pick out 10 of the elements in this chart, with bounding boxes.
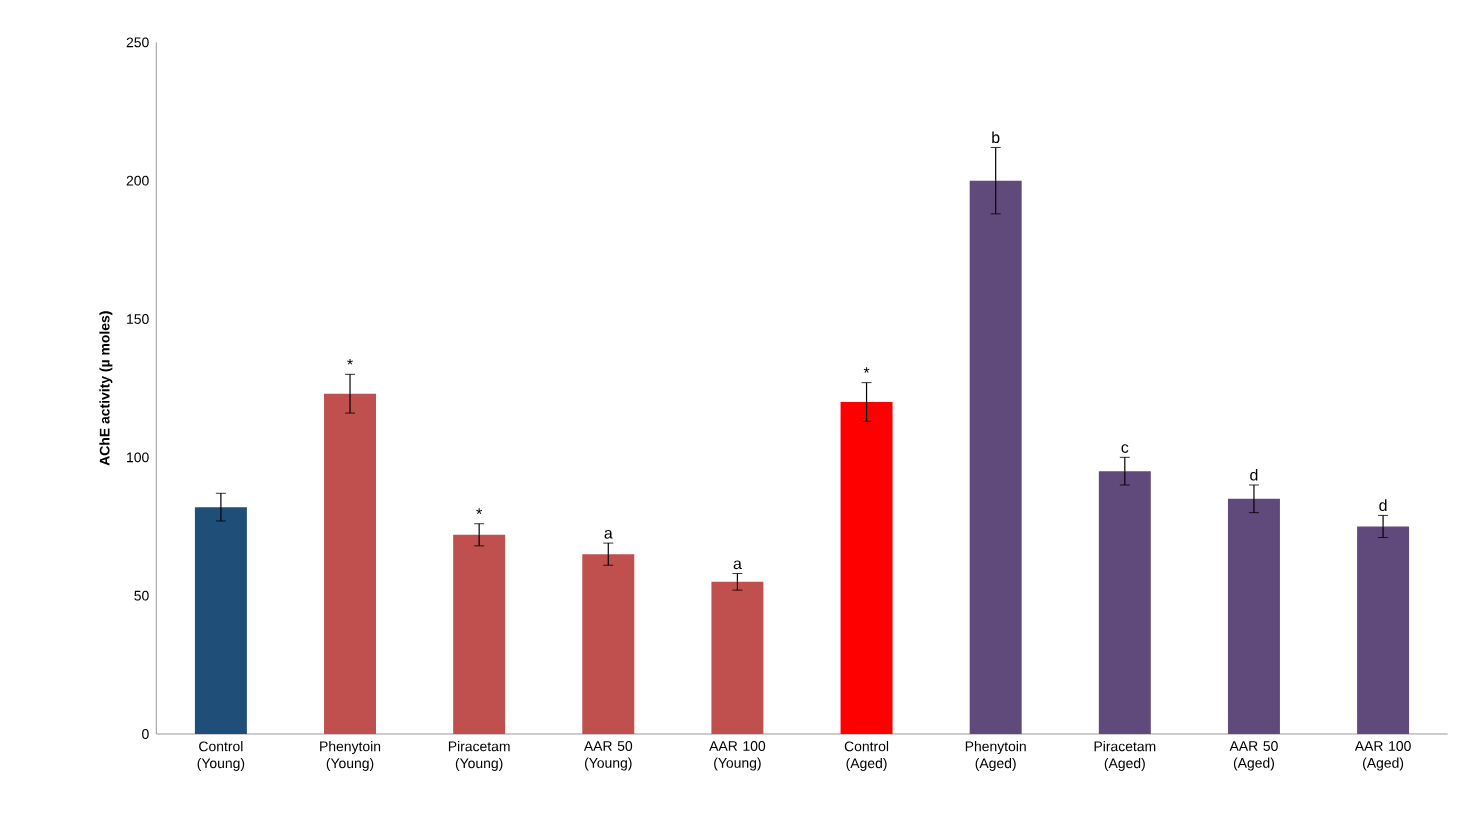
bar	[840, 401, 893, 734]
bar	[1098, 471, 1151, 734]
bar	[324, 393, 377, 734]
bar	[453, 534, 506, 734]
bar	[194, 506, 247, 734]
bar	[582, 554, 635, 734]
bar	[969, 180, 1022, 734]
bar	[1357, 526, 1410, 734]
bar	[711, 581, 764, 734]
bar	[1227, 498, 1280, 734]
